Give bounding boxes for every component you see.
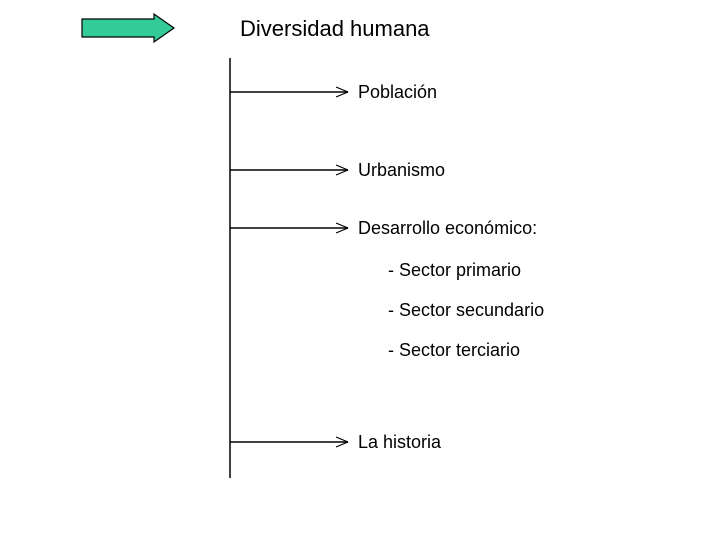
branch-label-2: Desarrollo económico:	[358, 218, 537, 239]
sublist-item-1: - Sector secundario	[388, 300, 544, 321]
sublist-item-0: - Sector primario	[388, 260, 521, 281]
title: Diversidad humana	[240, 16, 430, 42]
branch-label-0: Población	[358, 82, 437, 103]
sublist-item-2: - Sector terciario	[388, 340, 520, 361]
diagram-svg	[0, 0, 720, 540]
branch-label-3: La historia	[358, 432, 441, 453]
branch-label-1: Urbanismo	[358, 160, 445, 181]
